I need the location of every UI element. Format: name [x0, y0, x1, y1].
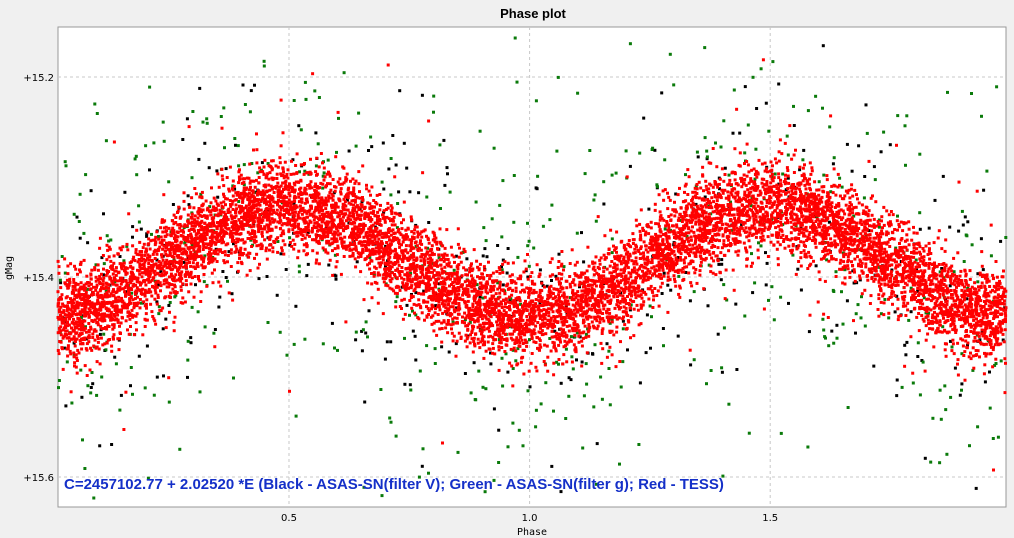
y-tick-labels: +15.2 +15.4 +15.6 — [23, 73, 54, 484]
series-points — [56, 110, 1008, 388]
y-tick-label: +15.6 — [23, 473, 54, 484]
x-tick-label: 1.0 — [522, 513, 538, 524]
plot-area — [57, 26, 1007, 508]
y-axis-label: gMag — [4, 256, 15, 280]
x-tick-label: 0.5 — [281, 513, 297, 524]
x-tick-label: 1.5 — [762, 513, 778, 524]
data-points — [56, 36, 1008, 500]
y-tick-label: +15.4 — [23, 273, 54, 284]
chart-title: Phase plot — [500, 6, 566, 21]
ephemeris-annotation: C=2457102.77 + 2.02520 *E (Black - ASAS-… — [64, 476, 724, 493]
y-tick-label: +15.2 — [23, 73, 54, 84]
series-points — [69, 58, 1007, 472]
x-tick-labels: 0.5 1.0 1.5 — [281, 513, 778, 524]
x-axis-label: Phase — [517, 527, 547, 538]
